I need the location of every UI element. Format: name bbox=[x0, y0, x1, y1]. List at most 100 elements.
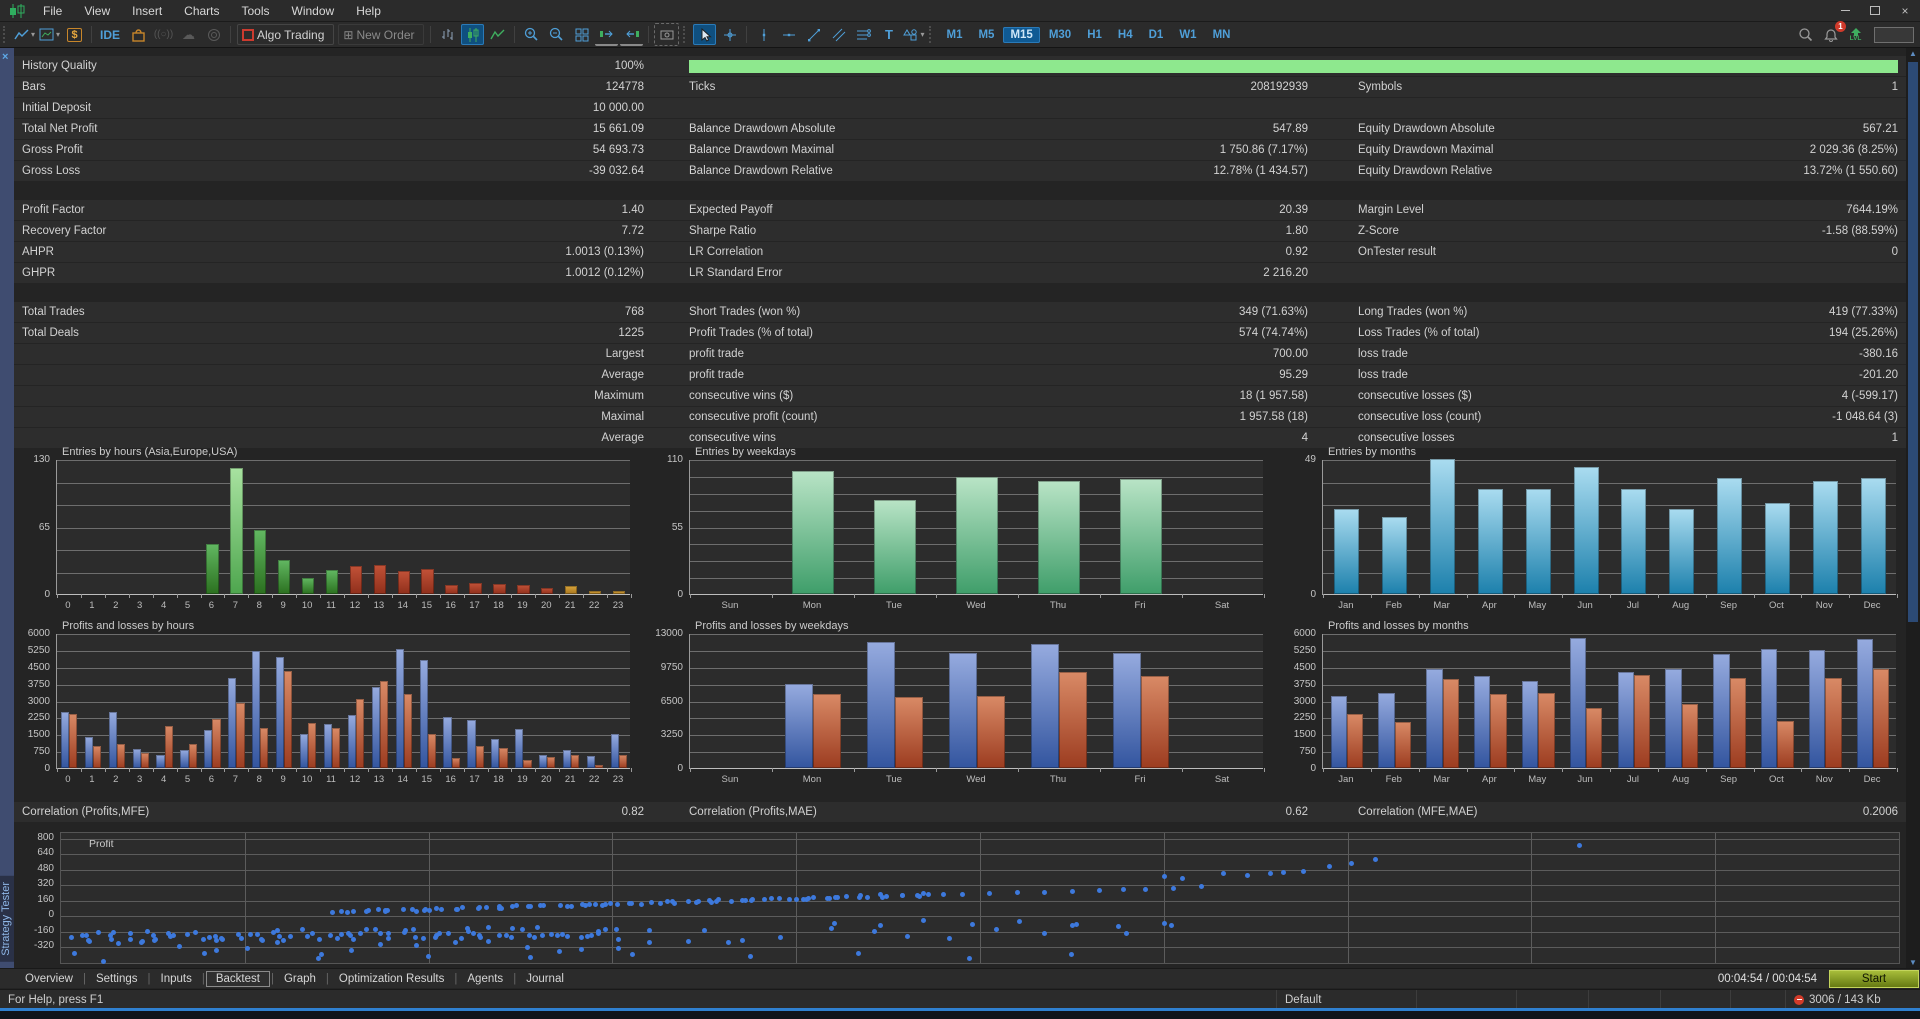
scatter-point bbox=[1268, 871, 1273, 876]
bar-chart-mode-icon[interactable] bbox=[436, 24, 459, 45]
stat-cell: Ticks208192939 bbox=[654, 81, 1318, 93]
scatter-point bbox=[69, 935, 74, 940]
scroll-down-icon[interactable]: ▼ bbox=[1906, 958, 1920, 967]
timeframe-mn[interactable]: MN bbox=[1206, 27, 1238, 43]
connection-status-box[interactable] bbox=[1874, 27, 1914, 43]
scatter-vgridline bbox=[1531, 833, 1532, 963]
x-axis-tick-label: 21 bbox=[565, 600, 576, 611]
screenshot-icon[interactable] bbox=[654, 23, 679, 46]
scroll-up-icon[interactable]: ▲ bbox=[1906, 49, 1920, 58]
menu-tools[interactable]: Tools bbox=[231, 4, 281, 18]
y-axis-tick-label: 130 bbox=[14, 454, 50, 465]
tile-windows-icon[interactable] bbox=[570, 24, 593, 45]
timeframe-m1[interactable]: M1 bbox=[939, 27, 969, 43]
market-icon[interactable] bbox=[127, 24, 150, 45]
candlestick-mode-icon[interactable] bbox=[461, 24, 484, 45]
timeframe-w1[interactable]: W1 bbox=[1172, 27, 1203, 43]
trendline-tool-icon[interactable] bbox=[802, 24, 825, 45]
menu-view[interactable]: View bbox=[73, 4, 121, 18]
bar-loss-Jun bbox=[1586, 708, 1602, 768]
x-axis-tick bbox=[320, 768, 321, 772]
tab-graph[interactable]: Graph bbox=[275, 972, 325, 986]
minimize-button[interactable] bbox=[1830, 0, 1860, 21]
scrollbar-thumb[interactable] bbox=[1908, 62, 1918, 622]
panel-close-icon[interactable]: × bbox=[2, 51, 8, 63]
shapes-tool-icon[interactable]: ▾ bbox=[902, 24, 925, 45]
vertical-scrollbar[interactable]: ▲ ▼ bbox=[1906, 48, 1920, 968]
menu-charts[interactable]: Charts bbox=[173, 4, 230, 18]
y-axis-tick-label: 4500 bbox=[1280, 662, 1316, 673]
x-axis-tick bbox=[1100, 594, 1101, 598]
crosshair-icon[interactable] bbox=[718, 24, 741, 45]
x-axis-tick bbox=[1264, 594, 1265, 598]
notifications-bell-icon[interactable]: 1 bbox=[1819, 24, 1842, 45]
timeframe-m5[interactable]: M5 bbox=[971, 27, 1001, 43]
timeframe-h4[interactable]: H4 bbox=[1111, 27, 1140, 43]
x-axis-tick-label: 22 bbox=[589, 774, 600, 785]
auto-scroll-icon[interactable] bbox=[595, 23, 618, 46]
channel-tool-icon[interactable] bbox=[827, 24, 850, 45]
search-icon[interactable] bbox=[1794, 24, 1817, 45]
timeframe-d1[interactable]: D1 bbox=[1142, 27, 1171, 43]
chart-style-icon[interactable]: ▾ bbox=[13, 24, 36, 45]
scatter-point bbox=[364, 927, 369, 932]
bar-loss-12 bbox=[356, 699, 364, 768]
ide-button[interactable]: IDE bbox=[97, 24, 125, 45]
menu-file[interactable]: File bbox=[32, 4, 73, 18]
line-chart-mode-icon[interactable] bbox=[486, 24, 509, 45]
maximize-button[interactable] bbox=[1860, 0, 1890, 21]
tab-optimization-results[interactable]: Optimization Results bbox=[330, 972, 453, 986]
status-connection[interactable]: 3006 / 143 Kb bbox=[1785, 990, 1920, 1009]
scatter-point bbox=[647, 928, 652, 933]
bar-17 bbox=[469, 583, 481, 594]
gridline bbox=[57, 573, 630, 574]
tab-overview[interactable]: Overview bbox=[16, 972, 82, 986]
menu-help[interactable]: Help bbox=[345, 4, 392, 18]
menu-insert[interactable]: Insert bbox=[121, 4, 173, 18]
bar-profit-5 bbox=[180, 750, 188, 768]
cloud-icon[interactable]: ☁ bbox=[177, 24, 200, 45]
chart-shift-icon[interactable] bbox=[620, 23, 643, 46]
cursor-icon[interactable] bbox=[693, 24, 716, 45]
timeframe-m30[interactable]: M30 bbox=[1042, 27, 1078, 43]
deposit-icon[interactable]: $ bbox=[63, 24, 86, 45]
stat-label: consecutive wins ($) bbox=[689, 390, 793, 402]
profit-scatter-chart: Profit 8006404803201600-160-320 bbox=[14, 826, 1906, 968]
tab-backtest[interactable]: Backtest bbox=[206, 971, 270, 987]
scatter-point bbox=[358, 931, 363, 936]
tab-journal[interactable]: Journal bbox=[517, 972, 573, 986]
vertical-line-tool-icon[interactable] bbox=[752, 24, 775, 45]
timeframe-m15[interactable]: M15 bbox=[1003, 27, 1039, 43]
bar-loss-13 bbox=[380, 681, 388, 768]
chart-window-icon[interactable]: ▾ bbox=[38, 24, 61, 45]
zoom-in-icon[interactable] bbox=[520, 24, 543, 45]
tab-agents[interactable]: Agents bbox=[458, 972, 512, 986]
tab-settings[interactable]: Settings bbox=[87, 972, 147, 986]
menu-window[interactable]: Window bbox=[281, 4, 346, 18]
strategy-tester-side-strip[interactable]: × Strategy Tester bbox=[0, 48, 14, 968]
level-up-icon[interactable]: LVL bbox=[1844, 24, 1867, 45]
scatter-point bbox=[96, 930, 101, 935]
timeframe-h1[interactable]: H1 bbox=[1080, 27, 1109, 43]
scatter-point bbox=[528, 955, 533, 960]
zoom-out-icon[interactable] bbox=[545, 24, 568, 45]
close-button[interactable]: × bbox=[1890, 0, 1920, 21]
text-tool-icon[interactable]: T bbox=[877, 24, 900, 45]
horizontal-line-tool-icon[interactable] bbox=[777, 24, 800, 45]
algo-trading-button[interactable]: Algo Trading bbox=[237, 24, 334, 45]
toolbar-drag-handle[interactable] bbox=[3, 26, 8, 43]
scatter-plot-area: Profit bbox=[60, 832, 1900, 964]
signals-icon[interactable]: ((○)) bbox=[152, 24, 175, 45]
scatter-point bbox=[378, 931, 383, 936]
scatter-point bbox=[1301, 869, 1306, 874]
x-axis-tick bbox=[153, 768, 154, 772]
x-axis-tick-label: Nov bbox=[1816, 774, 1833, 785]
new-order-button[interactable]: ⊞New Order bbox=[338, 24, 424, 45]
tab-inputs[interactable]: Inputs bbox=[152, 972, 201, 986]
stat-value: 1.0013 (0.13%) bbox=[565, 246, 644, 258]
vps-icon[interactable] bbox=[202, 24, 225, 45]
stat-cell: Profit Factor1.40 bbox=[14, 204, 654, 216]
status-profile[interactable]: Default bbox=[1276, 990, 1416, 1009]
fibonacci-tool-icon[interactable] bbox=[852, 24, 875, 45]
start-button[interactable]: Start bbox=[1829, 970, 1919, 988]
